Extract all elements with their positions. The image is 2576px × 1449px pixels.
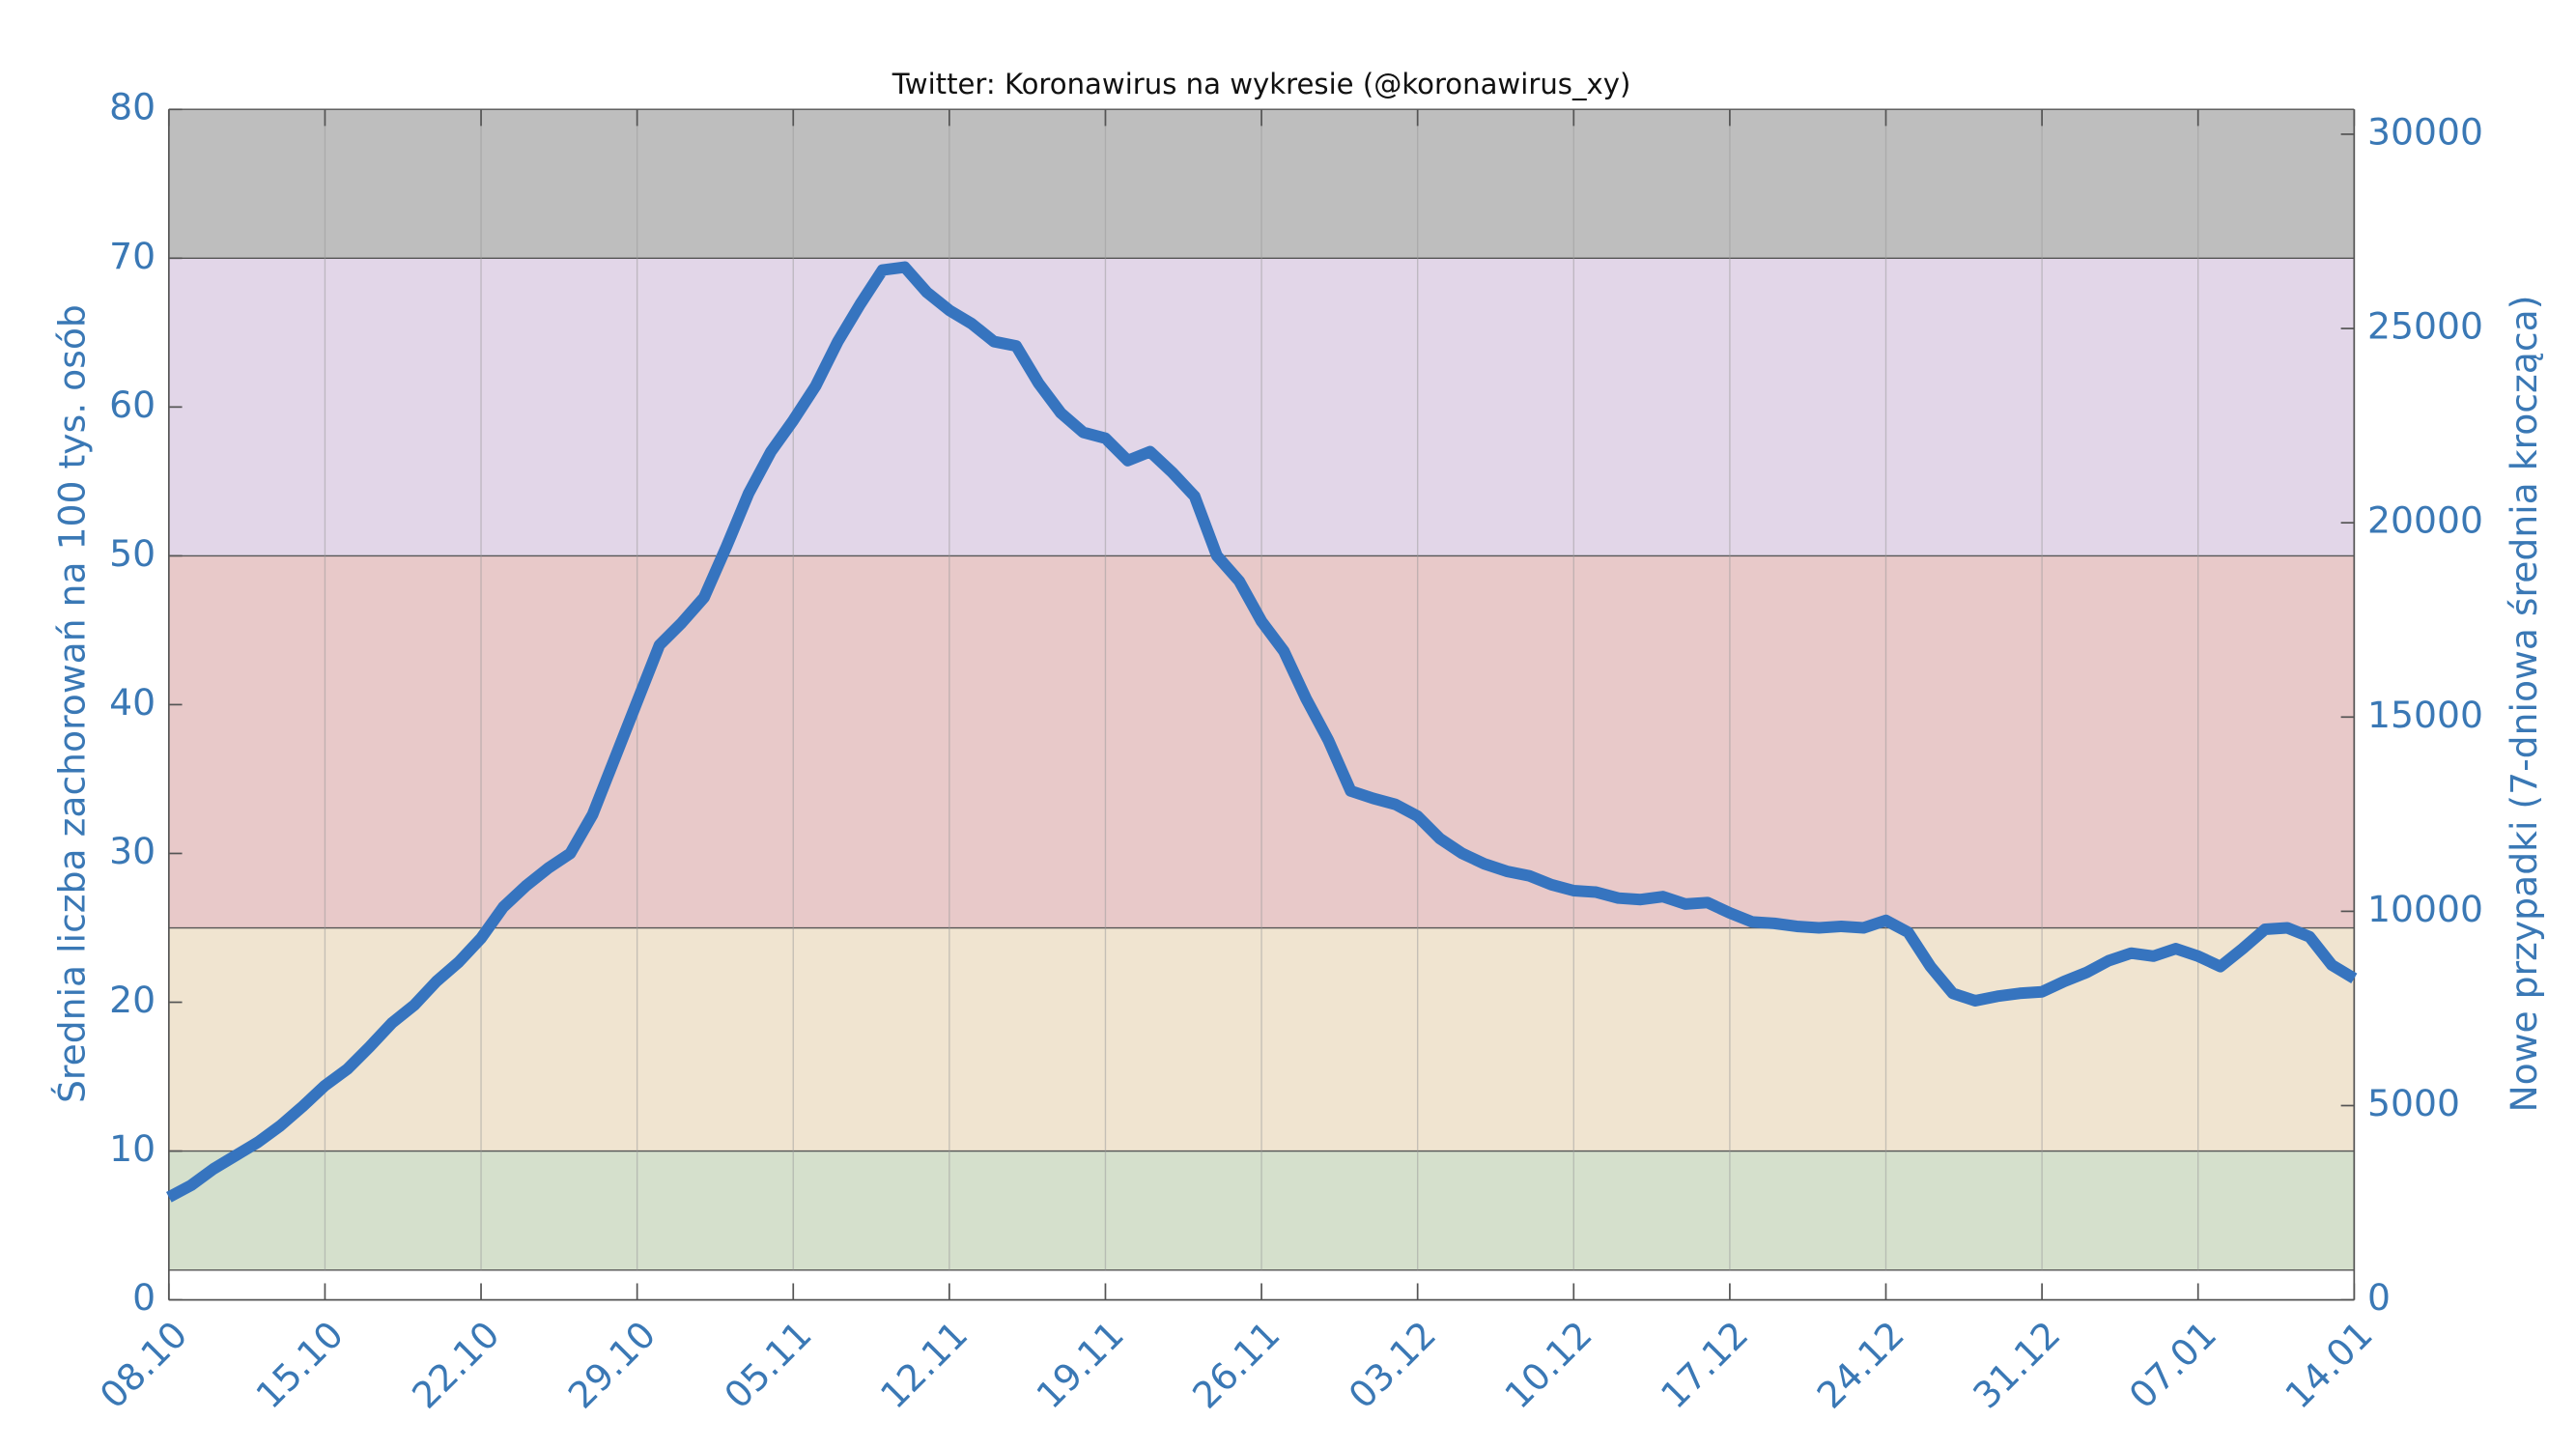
x-tick-label: 24.12 <box>1809 1313 1912 1416</box>
x-tick-label: 08.10 <box>92 1313 195 1416</box>
x-tick-label: 05.11 <box>716 1313 819 1416</box>
x-tick-label: 12.11 <box>872 1313 976 1416</box>
y-tick-label: 20 <box>109 979 156 1021</box>
y-tick-label: 60 <box>109 384 156 426</box>
y-tick-label: 30 <box>109 830 156 872</box>
y2-tick-label: 10000 <box>2367 888 2483 930</box>
x-tick-label: 03.12 <box>1341 1313 1444 1416</box>
y2-tick-label: 5000 <box>2367 1082 2460 1124</box>
y-tick-label: 50 <box>109 532 156 575</box>
x-tick-label: 31.12 <box>1965 1313 2068 1416</box>
x-tick-label: 10.12 <box>1496 1313 1599 1416</box>
y2-tick-label: 0 <box>2367 1276 2391 1319</box>
y2-tick-label: 20000 <box>2367 499 2483 542</box>
y2-axis-label: Nowe przypadki (7-dniowa średnia krocząc… <box>2503 296 2545 1113</box>
y-tick-label: 40 <box>109 681 156 724</box>
x-tick-label: 29.10 <box>560 1313 664 1416</box>
chart-title: Twitter: Koronawirus na wykresie (@koron… <box>892 68 1631 100</box>
x-tick-label: 17.12 <box>1653 1313 1756 1416</box>
y2-tick-label: 15000 <box>2367 694 2483 736</box>
y-tick-label: 10 <box>109 1127 156 1170</box>
data-line <box>166 261 2358 1203</box>
x-tick-label: 22.10 <box>404 1313 507 1416</box>
y-tick-label: 0 <box>132 1276 156 1319</box>
y-tick-label: 80 <box>109 86 156 128</box>
x-tick-label: 07.01 <box>2121 1313 2224 1416</box>
y-axis-label: Średnia liczba zachorowań na 100 tys. os… <box>51 304 94 1103</box>
y2-tick-label: 25000 <box>2367 305 2483 348</box>
x-tick-label: 19.11 <box>1029 1313 1132 1416</box>
x-tick-label: 14.01 <box>2277 1313 2380 1416</box>
y2-tick-label: 30000 <box>2367 110 2483 153</box>
y-tick-label: 70 <box>109 235 156 277</box>
x-tick-label: 15.10 <box>248 1313 352 1416</box>
x-tick-label: 26.11 <box>1184 1313 1288 1416</box>
